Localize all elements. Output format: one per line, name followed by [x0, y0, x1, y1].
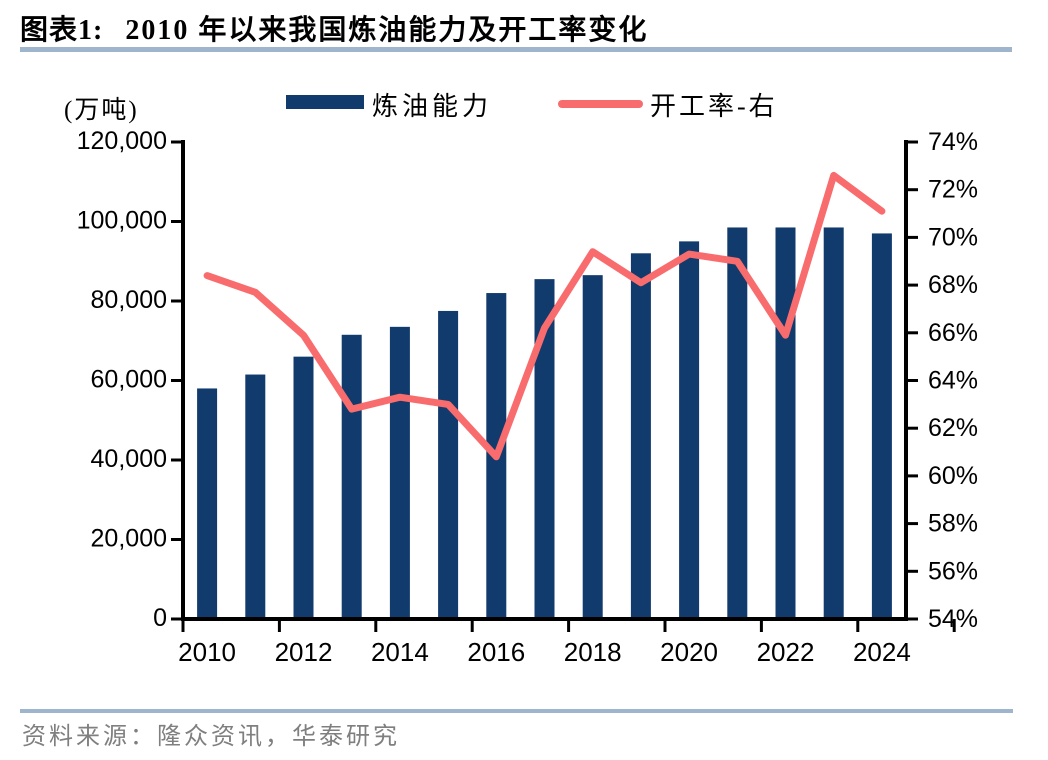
bar-2011 [245, 374, 266, 619]
right-axis-tick-label: 56% [928, 557, 978, 585]
right-axis-tick-label: 58% [928, 510, 978, 538]
bar-2018 [582, 275, 603, 619]
chart-number-label: 图表1: [20, 15, 104, 46]
bar-2013 [341, 334, 362, 619]
bar-2017 [534, 279, 555, 619]
right-axis-tick-label: 74% [928, 128, 978, 156]
bar-2022 [775, 227, 796, 619]
bar-2024 [871, 233, 892, 620]
bar-2012 [293, 356, 314, 619]
page-title: 图表1: 2010 年以来我国炼油能力及开工率变化 [20, 8, 648, 48]
left-axis-tick-label: 0 [153, 604, 167, 632]
right-axis-tick-label: 62% [928, 414, 978, 442]
bar-2023 [823, 227, 844, 619]
bar-2020 [679, 241, 700, 619]
right-axis-tick-label: 60% [928, 462, 978, 490]
legend-bar-label: 炼油能力 [372, 92, 493, 121]
x-axis-tick-label: 2020 [660, 637, 718, 667]
chart-title-text: 2010 年以来我国炼油能力及开工率变化 [125, 15, 649, 46]
operating-rate-line [203, 171, 886, 461]
right-axis-tick-label: 72% [928, 176, 978, 204]
bar-2010 [197, 388, 218, 619]
source-note: 资料来源：隆众资讯，华泰研究 [22, 724, 400, 750]
legend-line-label: 开工率-右 [650, 92, 778, 121]
x-axis-tick-label: 2010 [178, 637, 236, 667]
left-axis-tick-label: 100,000 [77, 207, 167, 235]
title-divider-rule [20, 47, 1012, 52]
left-axis-tick-label: 80,000 [91, 286, 167, 314]
legend-bar-swatch [286, 95, 364, 109]
right-axis-tick-label: 68% [928, 271, 978, 299]
right-axis-tick-label: 64% [928, 367, 978, 395]
left-axis-unit-label: (万吨) [64, 97, 139, 124]
x-axis-tick-label: 2018 [564, 637, 622, 667]
bar-2021 [727, 227, 748, 619]
left-axis-tick-label: 20,000 [91, 525, 167, 553]
bar-2014 [389, 326, 410, 619]
left-axis-tick-label: 60,000 [91, 366, 167, 394]
bar-2019 [630, 253, 651, 620]
right-axis-tick-label: 66% [928, 319, 978, 347]
right-axis-tick-label: 70% [928, 223, 978, 251]
x-axis-tick-label: 2012 [275, 637, 333, 667]
bar-2015 [438, 310, 459, 619]
x-axis-tick-label: 2022 [757, 637, 815, 667]
left-axis-tick-label: 40,000 [91, 445, 167, 473]
left-axis-tick-label: 120,000 [77, 127, 167, 155]
x-axis-tick-label: 2016 [467, 637, 525, 667]
x-axis-tick-label: 2014 [371, 637, 429, 667]
footer-divider-rule [20, 709, 1013, 713]
legend-line-swatch [558, 100, 643, 108]
x-axis-tick-label: 2024 [853, 637, 911, 667]
